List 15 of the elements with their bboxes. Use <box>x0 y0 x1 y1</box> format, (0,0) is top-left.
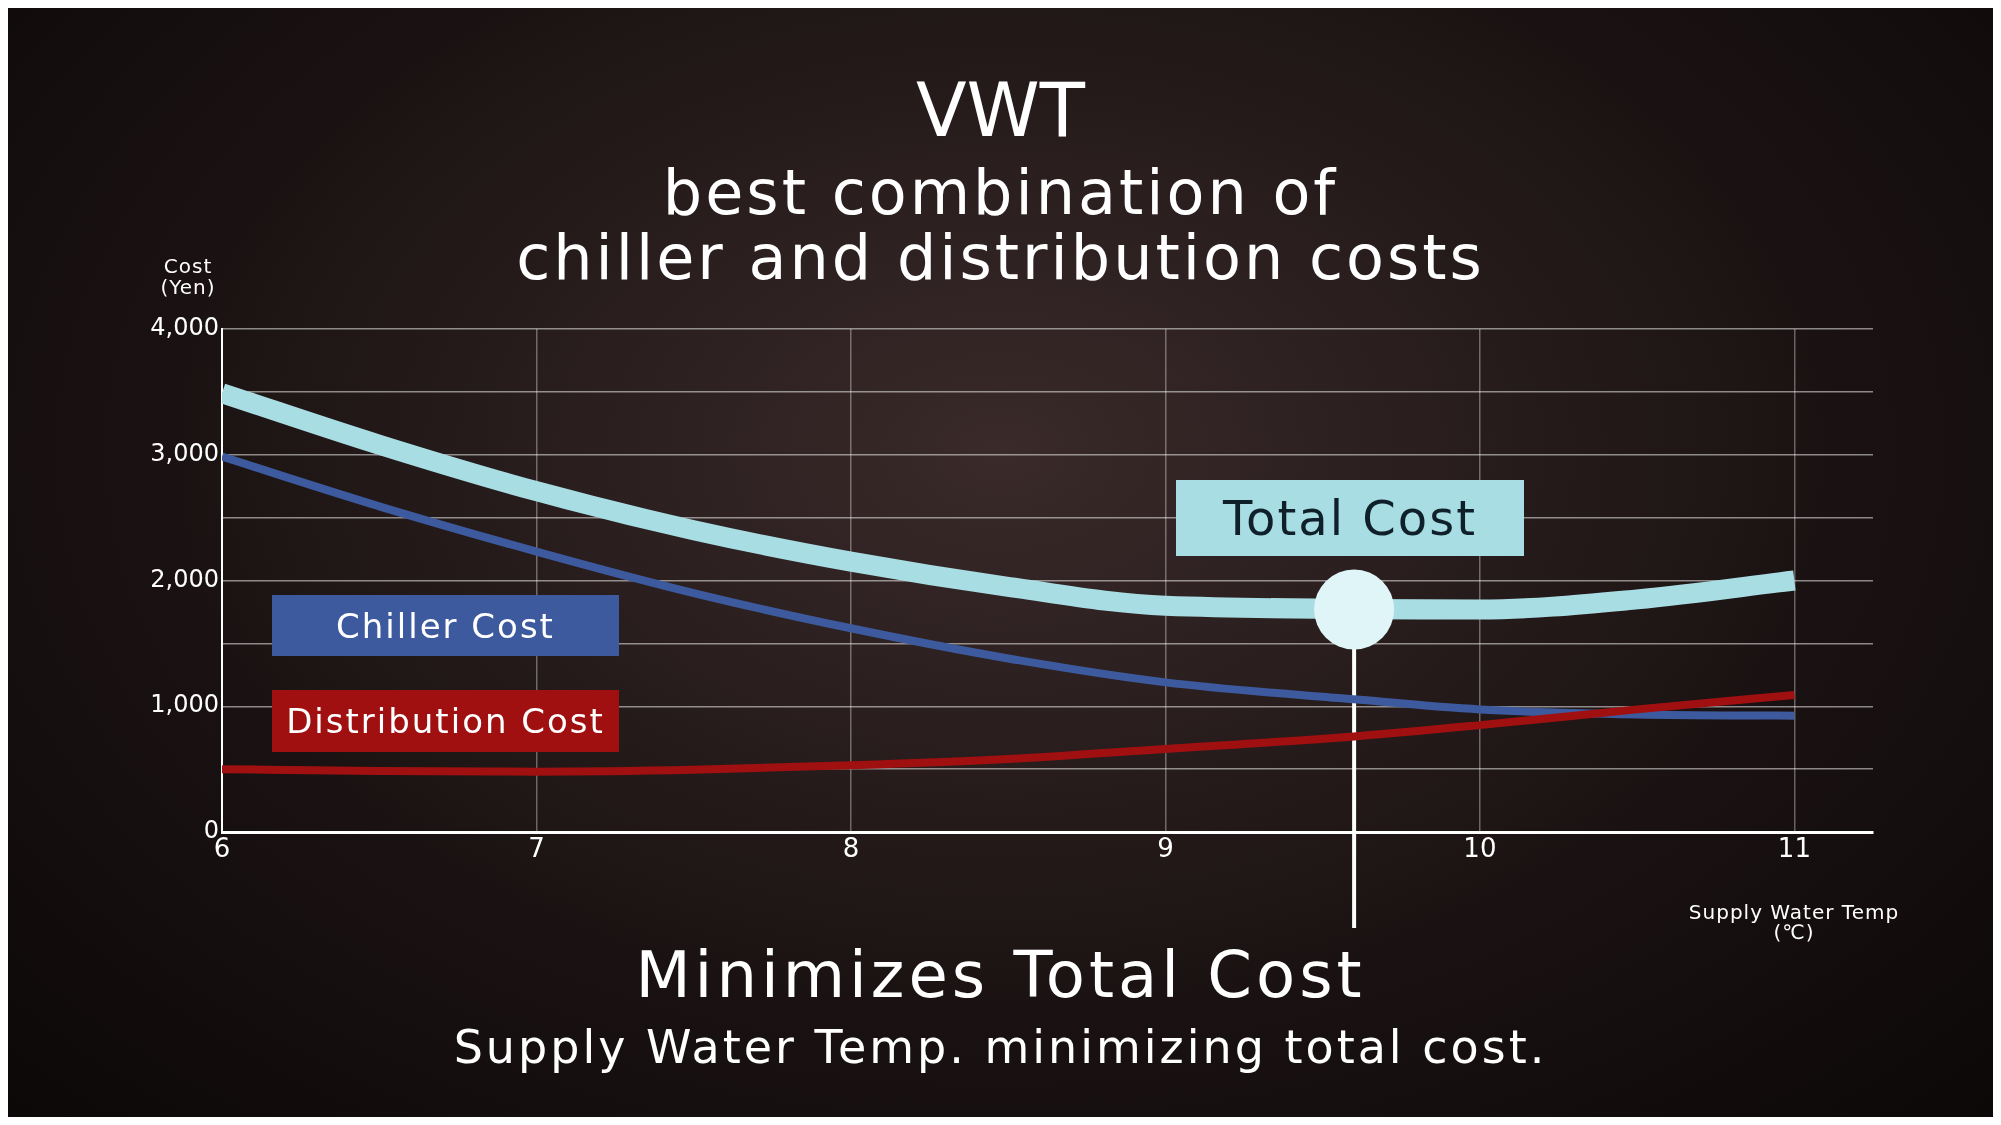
x-tick-label: 10 <box>1463 833 1497 864</box>
y-axis-title: Cost (Yen) <box>159 254 217 299</box>
x-axis-title: Supply Water Temp (℃) <box>1687 900 1901 944</box>
x-tick-label: 7 <box>528 833 545 864</box>
y-tick-label: 3,000 <box>150 438 219 467</box>
y-tick-label: 2,000 <box>150 564 219 593</box>
x-tick-label: 9 <box>1157 833 1174 864</box>
y-tick-label: 4,000 <box>150 313 219 342</box>
text: Minimizes Total Cost <box>635 938 1366 1012</box>
x-tick-label: 8 <box>842 833 860 864</box>
x-tick-label: 11 <box>1777 833 1811 864</box>
y-tick-label: 1,000 <box>150 690 219 719</box>
chart-subtitle: best combination of chiller and distribution costs <box>516 156 1485 295</box>
chart-title: VWT <box>915 67 1087 153</box>
text: Supply Water Temp. minimizing total cost. <box>452 1020 1549 1074</box>
